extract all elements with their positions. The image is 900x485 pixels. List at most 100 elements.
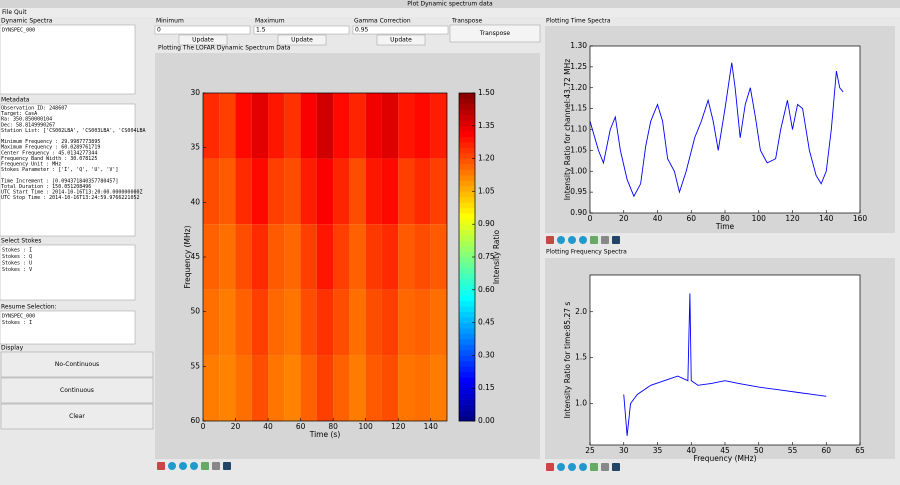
colorbar-swatch bbox=[459, 366, 475, 373]
window-title: Plot Dynamic spectrum data bbox=[407, 1, 493, 8]
list-item: Stokes : V bbox=[2, 267, 32, 273]
toolbar-icon[interactable] bbox=[579, 236, 587, 244]
heatmap-cell bbox=[203, 93, 220, 159]
button-label[interactable]: Update bbox=[390, 37, 412, 44]
heatmap-cell bbox=[316, 224, 334, 290]
x-tick-label: 140 bbox=[819, 214, 834, 223]
heatmap-cell bbox=[398, 158, 415, 225]
menu-file[interactable]: File bbox=[2, 9, 12, 16]
toolbar-icon[interactable] bbox=[223, 462, 231, 470]
toolbar-icon[interactable] bbox=[201, 462, 209, 470]
metadata-line: Maximum Frequency : 60.0289761719 bbox=[1, 145, 100, 151]
toolbar-icon[interactable] bbox=[546, 463, 554, 471]
colorbar-swatch bbox=[459, 125, 475, 132]
heatmap-cell bbox=[398, 93, 415, 159]
toolbar-icon[interactable] bbox=[601, 463, 609, 471]
heatmap-cell bbox=[300, 158, 317, 225]
x-tick-label: 40 bbox=[686, 446, 696, 455]
button-label[interactable]: Clear bbox=[69, 413, 85, 420]
toolbar-icon[interactable] bbox=[179, 462, 187, 470]
colorbar-swatch bbox=[459, 98, 475, 105]
x-tick-label: 60 bbox=[821, 446, 831, 455]
metadata-line: Stokes Parameter : ['I', 'Q', 'U', 'V'] bbox=[1, 167, 118, 173]
y-tick-label: 2.0 bbox=[575, 307, 587, 316]
transpose-button[interactable] bbox=[449, 24, 541, 43]
data-line bbox=[589, 62, 844, 198]
heatmap-cell bbox=[365, 93, 382, 159]
button-label[interactable]: Continuous bbox=[60, 387, 94, 394]
panel-title: Plotting The LOFAR Dynamic Spectrum Data bbox=[158, 45, 291, 52]
toolbar-icon[interactable] bbox=[601, 236, 609, 244]
colorbar-tick-label: 1.05 bbox=[478, 186, 495, 195]
group-label: Resume Selection: bbox=[1, 304, 57, 311]
toolbar-icon[interactable] bbox=[557, 463, 565, 471]
display-button[interactable] bbox=[0, 351, 154, 378]
button-label[interactable]: No-Continuous bbox=[55, 361, 99, 368]
toolbar-icon[interactable] bbox=[612, 236, 620, 244]
metadata-line: UTC Stop Time : 2014-10-16T13:24:59.9766… bbox=[1, 195, 139, 201]
heatmap-cell bbox=[333, 158, 350, 225]
display-button[interactable] bbox=[0, 377, 154, 404]
list-box bbox=[0, 24, 136, 95]
metadata-line: Minimum Frequency : 29.9987773895 bbox=[1, 139, 100, 145]
x-tick-label: 120 bbox=[391, 422, 406, 431]
heatmap-cell bbox=[235, 224, 252, 290]
toolbar-icon[interactable] bbox=[546, 236, 554, 244]
colorbar-tick-label: 0.60 bbox=[478, 285, 495, 294]
toolbar-icon[interactable] bbox=[212, 462, 220, 470]
heatmap-cell bbox=[430, 93, 447, 159]
heatmap-cell bbox=[235, 93, 252, 159]
toolbar-icon[interactable] bbox=[579, 463, 587, 471]
colorbar-swatch bbox=[459, 218, 475, 225]
heatmap-cell bbox=[203, 158, 220, 225]
heatmap-cell bbox=[365, 158, 382, 225]
heatmap-cell bbox=[251, 289, 269, 356]
list-item: Stokes : U bbox=[2, 261, 32, 267]
toolbar-icon[interactable] bbox=[157, 462, 165, 470]
update-button[interactable] bbox=[376, 34, 426, 46]
heatmap-cell bbox=[365, 224, 382, 290]
y-tick-label: 1.20 bbox=[570, 83, 587, 92]
heatmap-cell bbox=[430, 289, 447, 356]
x-tick-label: 0 bbox=[588, 214, 593, 223]
update-button[interactable] bbox=[178, 34, 228, 46]
text-input[interactable] bbox=[352, 25, 449, 35]
heatmap-cell bbox=[219, 93, 236, 159]
toolbar-icon[interactable] bbox=[190, 462, 198, 470]
heatmap-cell bbox=[381, 355, 399, 421]
colorbar-label: Intensity Ratio bbox=[492, 229, 501, 284]
colorbar-swatch bbox=[459, 164, 475, 170]
toolbar-icon[interactable] bbox=[168, 462, 176, 470]
colorbar-tick-label: 1.35 bbox=[478, 121, 495, 130]
toolbar-icon[interactable] bbox=[557, 236, 565, 244]
heatmap-cell bbox=[381, 93, 399, 159]
heatmap-cell bbox=[219, 224, 236, 290]
toolbar-icon[interactable] bbox=[612, 463, 620, 471]
heatmap-cell bbox=[381, 289, 399, 356]
display-button[interactable] bbox=[0, 403, 154, 430]
control-label: Minimum bbox=[156, 18, 184, 25]
update-button[interactable] bbox=[277, 34, 327, 46]
colorbar-swatch bbox=[459, 240, 475, 247]
control-label: Transpose bbox=[451, 18, 482, 25]
toolbar-icon[interactable] bbox=[568, 236, 576, 244]
list-box bbox=[0, 244, 136, 301]
toolbar-icon[interactable] bbox=[590, 463, 598, 471]
heatmap-cell bbox=[333, 93, 350, 159]
metadata-line: Total Duration : 150.051208496 bbox=[1, 184, 91, 190]
x-tick-label: 45 bbox=[720, 446, 730, 455]
colorbar-tick-label: 1.20 bbox=[478, 154, 495, 163]
button-label[interactable]: Transpose bbox=[479, 30, 510, 37]
y-axis-label: Intensity Ratio for channel:43.72 MHz bbox=[563, 59, 572, 201]
text-input[interactable] bbox=[154, 25, 251, 35]
metadata-line: Ra: 350.850000104 bbox=[1, 117, 52, 123]
toolbar-icon[interactable] bbox=[568, 463, 576, 471]
menu-quit[interactable]: Quit bbox=[14, 9, 27, 16]
toolbar-icon[interactable] bbox=[590, 236, 598, 244]
text-input[interactable] bbox=[253, 25, 350, 35]
heatmap-cell bbox=[235, 355, 252, 421]
button-label[interactable]: Update bbox=[291, 37, 313, 44]
button-label[interactable]: Update bbox=[192, 37, 214, 44]
heatmap-cell bbox=[430, 355, 447, 421]
metadata-line: Target: CasA bbox=[1, 111, 37, 117]
